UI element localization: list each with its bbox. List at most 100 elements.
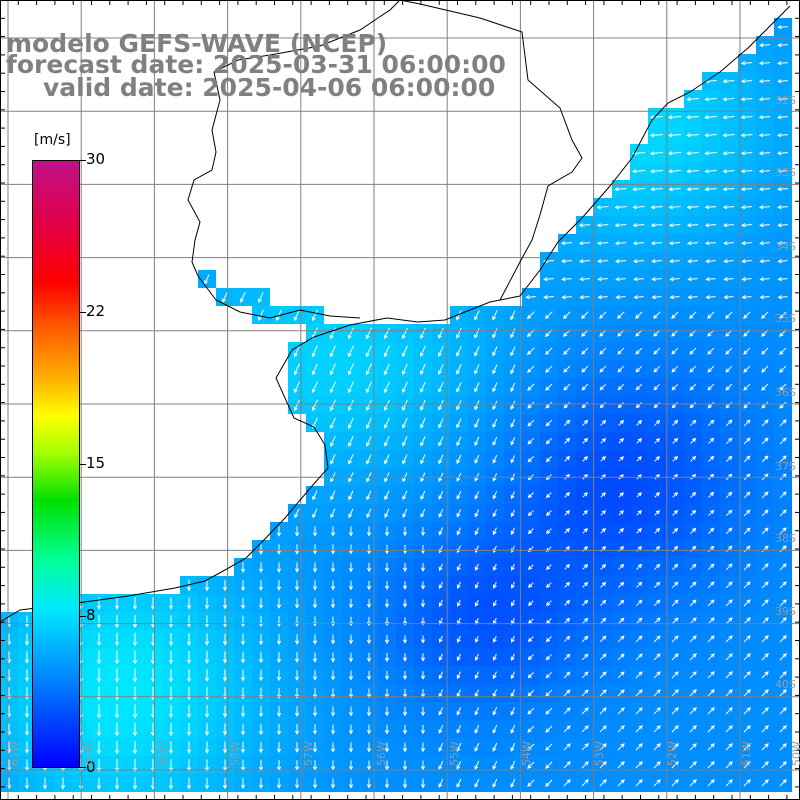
wind-arrow <box>240 562 246 574</box>
wind-arrow <box>420 760 426 771</box>
wind-arrow <box>384 670 390 681</box>
wind-arrow <box>689 761 697 769</box>
lon-label: 56W <box>375 741 388 766</box>
wind-arrow <box>708 419 715 426</box>
wind-arrow <box>671 635 679 643</box>
wind-arrow <box>510 455 516 464</box>
wind-arrow <box>722 223 735 228</box>
wind-arrow <box>582 510 588 516</box>
wind-arrow <box>564 527 571 534</box>
wind-arrow <box>740 97 753 102</box>
wind-arrow <box>581 383 589 391</box>
wind-arrow <box>330 490 336 501</box>
wind-arrow <box>330 454 336 465</box>
wind-arrow <box>564 617 571 624</box>
wind-arrow <box>240 741 246 754</box>
wind-arrow <box>527 582 534 589</box>
wind-arrow <box>474 418 480 429</box>
wind-arrow <box>704 151 717 156</box>
wind-arrow <box>492 527 497 536</box>
wind-arrow <box>707 383 715 391</box>
wind-arrow <box>384 544 390 555</box>
wind-arrow <box>725 437 733 445</box>
colorbar-tick <box>80 464 86 465</box>
wind-arrow <box>420 742 426 753</box>
wind-arrow <box>776 115 789 120</box>
wind-arrow <box>384 635 390 644</box>
wind-arrow <box>743 617 751 625</box>
wind-arrow <box>492 400 498 411</box>
wind-arrow <box>132 740 138 755</box>
wind-arrow <box>668 241 681 246</box>
wind-arrow <box>707 347 715 355</box>
wind-arrow <box>492 491 498 500</box>
wind-arrow <box>545 528 552 535</box>
wind-arrow <box>366 435 372 447</box>
wind-arrow <box>669 295 680 300</box>
wind-arrow <box>707 563 715 571</box>
wind-arrow <box>725 671 733 679</box>
wind-arrow <box>510 724 516 734</box>
wind-arrow <box>24 633 30 646</box>
wind-arrow <box>686 151 699 156</box>
wind-arrow <box>777 169 788 174</box>
wind-arrow <box>186 650 192 665</box>
wind-arrow <box>330 688 336 699</box>
wind-arrow <box>438 724 444 734</box>
wind-arrow <box>402 760 408 771</box>
wind-arrow <box>401 399 408 411</box>
wind-arrow <box>654 456 660 462</box>
wind-arrow <box>527 672 534 679</box>
wind-arrow <box>294 562 300 573</box>
wind-arrow <box>669 259 680 264</box>
lon-label: 57W <box>302 741 315 766</box>
wind-arrow <box>492 346 498 357</box>
wind-arrow <box>492 760 498 770</box>
wind-arrow <box>579 259 590 264</box>
wind-arrow <box>456 742 462 752</box>
wind-arrow <box>347 363 354 376</box>
wind-arrow <box>779 581 787 589</box>
wind-arrow <box>312 724 318 735</box>
wind-arrow <box>632 241 645 246</box>
wind-arrow <box>96 777 102 790</box>
wind-arrow <box>635 402 642 409</box>
wind-arrow <box>311 345 318 358</box>
wind-arrow <box>294 580 300 591</box>
wind-arrow <box>420 635 426 644</box>
wind-arrow <box>330 580 336 591</box>
wind-arrow <box>759 223 770 228</box>
wind-arrow <box>132 759 138 773</box>
wind-arrow <box>330 526 336 537</box>
wind-arrow <box>617 671 625 679</box>
wind-arrow <box>563 743 571 751</box>
wind-arrow <box>582 599 589 606</box>
wind-arrow <box>545 743 553 751</box>
wind-arrow <box>741 295 752 300</box>
wind-arrow <box>527 725 535 733</box>
wind-arrow <box>258 580 264 591</box>
wind-arrow <box>599 671 607 679</box>
wind-arrow <box>689 635 697 643</box>
wind-arrow <box>690 527 697 534</box>
wind-arrow <box>581 635 589 643</box>
wind-arrow <box>114 668 120 683</box>
lat-label: 38S <box>775 532 796 545</box>
wind-arrow <box>438 508 444 518</box>
wind-arrow <box>545 456 552 463</box>
wind-arrow <box>222 597 228 610</box>
wind-arrow <box>348 435 354 447</box>
wind-arrow <box>204 633 210 646</box>
wind-arrow <box>312 706 318 717</box>
wind-arrow <box>599 402 606 409</box>
wind-arrow <box>276 669 282 682</box>
wind-arrow <box>779 743 787 751</box>
wind-arrow <box>614 241 627 246</box>
wind-arrow <box>686 223 699 228</box>
wind-arrow <box>258 778 264 790</box>
wind-arrow <box>653 383 661 391</box>
wind-arrow <box>438 581 443 590</box>
wind-arrow <box>366 778 372 789</box>
wind-arrow <box>599 635 607 643</box>
wind-arrow <box>671 599 679 607</box>
